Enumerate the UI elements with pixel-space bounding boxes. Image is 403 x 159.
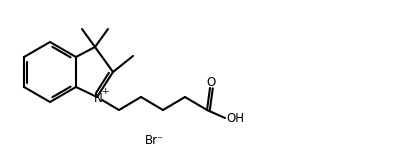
Text: O: O [206,76,216,90]
Text: Br⁻: Br⁻ [145,134,165,146]
Text: N: N [93,91,102,104]
Text: OH: OH [226,113,244,125]
Text: +: + [101,87,109,97]
